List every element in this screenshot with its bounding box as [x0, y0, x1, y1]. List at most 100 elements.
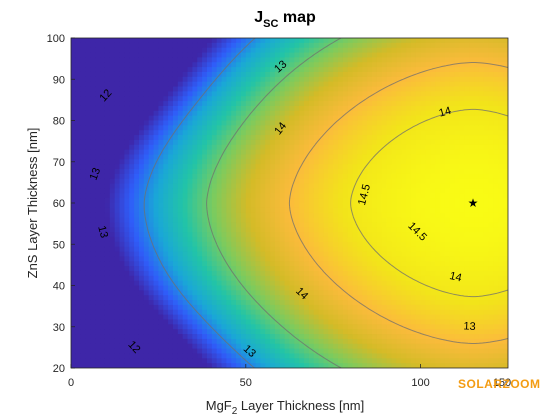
heatmap-cell [304, 125, 310, 131]
heatmap-cell [187, 246, 193, 253]
heatmap-cell [202, 135, 208, 141]
heatmap-cell [420, 227, 427, 233]
heatmap-cell [289, 169, 295, 175]
heatmap-cell [265, 329, 271, 335]
heatmap-cell [410, 193, 417, 199]
heatmap-cell [168, 38, 174, 44]
heatmap-cell [182, 47, 189, 54]
heatmap-cell [168, 57, 174, 63]
heatmap-cell [294, 120, 300, 126]
heatmap-cell [362, 125, 368, 131]
heatmap-cell [202, 47, 208, 54]
heatmap-cell [95, 96, 101, 102]
heatmap-cell [172, 290, 179, 296]
heatmap-cell [172, 363, 179, 368]
heatmap-cell [129, 91, 135, 97]
heatmap-cell [425, 164, 431, 170]
heatmap-cell [338, 353, 344, 359]
heatmap-cell [148, 217, 155, 224]
heatmap-cell [338, 217, 344, 224]
heatmap-cell [333, 217, 339, 224]
heatmap-cell [318, 144, 325, 151]
heatmap-cell [236, 110, 242, 117]
heatmap-cell [182, 227, 189, 233]
heatmap-cell [153, 217, 159, 224]
heatmap-cell [318, 164, 325, 170]
heatmap-cell [342, 329, 349, 335]
heatmap-cell [381, 266, 388, 272]
heatmap-cell [396, 81, 402, 88]
heatmap-cell [323, 222, 329, 228]
heatmap-cell [187, 47, 193, 54]
heatmap-cell [381, 164, 388, 170]
heatmap-cell [270, 42, 276, 49]
heatmap-cell [172, 86, 179, 92]
heatmap-cell [299, 324, 305, 330]
heatmap-cell [342, 300, 349, 306]
heatmap-cell [75, 227, 82, 233]
heatmap-cell [260, 135, 266, 141]
heatmap-cell [119, 96, 126, 102]
heatmap-cell [231, 334, 237, 340]
heatmap-cell [381, 154, 388, 160]
heatmap-cell [245, 329, 252, 335]
heatmap-cell [352, 270, 359, 277]
heatmap-cell [206, 135, 213, 141]
heatmap-cell [406, 343, 412, 350]
heatmap-cell [187, 203, 193, 209]
heatmap-cell [391, 319, 397, 325]
heatmap-cell [381, 178, 388, 185]
heatmap-cell [143, 42, 150, 49]
heatmap-cell [236, 47, 242, 54]
heatmap-cell [85, 71, 92, 78]
heatmap-cell [415, 86, 422, 92]
heatmap-cell [109, 105, 116, 112]
heatmap-cell [352, 110, 359, 117]
heatmap-cell [284, 251, 291, 257]
heatmap-cell [187, 91, 193, 97]
heatmap-cell [406, 290, 412, 296]
heatmap-cell [386, 193, 393, 199]
heatmap-cell [376, 67, 383, 73]
heatmap-cell [71, 164, 77, 170]
heatmap-cell [211, 81, 218, 88]
heatmap-cell [211, 62, 218, 68]
heatmap-cell [71, 329, 77, 335]
heatmap-cell [328, 96, 334, 102]
heatmap-cell [406, 62, 412, 68]
heatmap-cell [270, 183, 276, 190]
heatmap-cell [138, 261, 145, 267]
heatmap-cell [274, 203, 281, 209]
heatmap-cell [182, 188, 189, 194]
heatmap-cell [323, 149, 329, 156]
heatmap-cell [80, 348, 87, 355]
heatmap-cell [104, 193, 111, 199]
heatmap-cell [236, 275, 242, 282]
heatmap-cell [304, 334, 310, 340]
heatmap-cell [221, 203, 227, 209]
heatmap-cell [381, 295, 388, 301]
heatmap-cell [279, 144, 286, 151]
heatmap-cell [221, 183, 227, 190]
heatmap-cell [265, 178, 271, 185]
heatmap-cell [240, 334, 247, 340]
heatmap-cell [124, 173, 130, 180]
heatmap-cell [381, 91, 388, 97]
heatmap-cell [240, 154, 247, 160]
heatmap-cell [202, 38, 208, 44]
heatmap-cell [323, 139, 329, 146]
heatmap-cell [420, 169, 427, 175]
heatmap-cell [255, 300, 261, 306]
heatmap-cell [168, 198, 174, 204]
heatmap-cell [255, 236, 261, 243]
heatmap-cell [376, 193, 383, 199]
heatmap-cell [221, 178, 227, 185]
heatmap-cell [308, 47, 315, 54]
heatmap-cell [367, 193, 373, 199]
heatmap-cell [168, 47, 174, 54]
heatmap-cell [153, 52, 159, 59]
heatmap-cell [172, 358, 179, 364]
heatmap-cell [406, 261, 412, 267]
heatmap-cell [95, 101, 101, 107]
heatmap-cell [323, 135, 329, 141]
